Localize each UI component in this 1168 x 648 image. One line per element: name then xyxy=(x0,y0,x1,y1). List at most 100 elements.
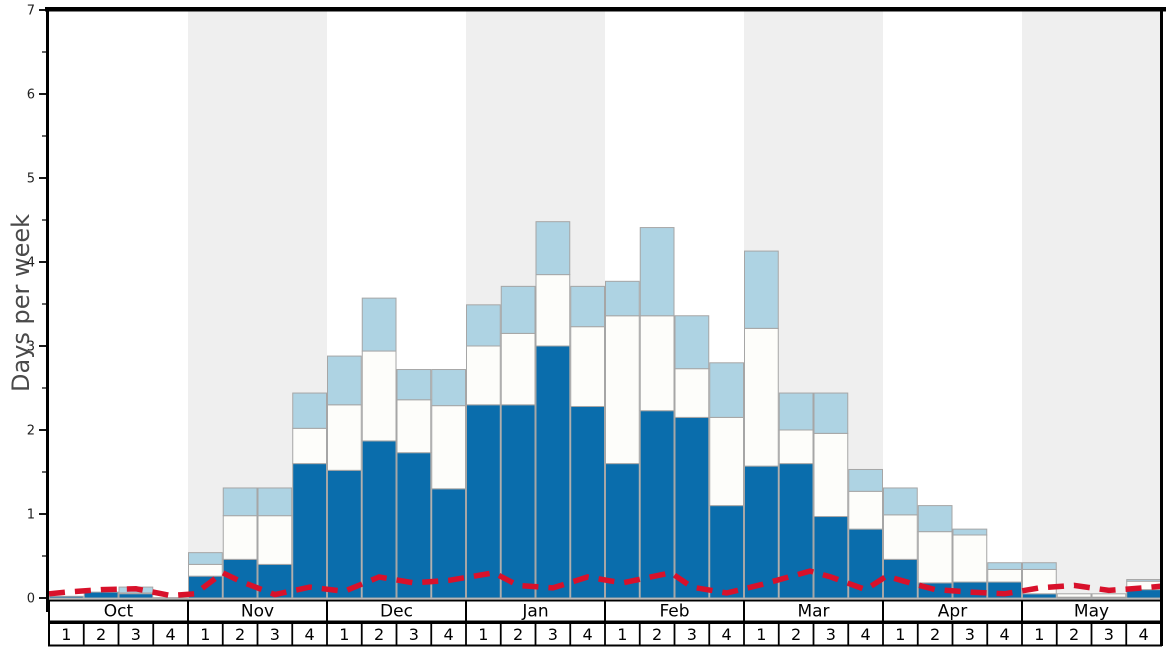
bar-apr-w3-white xyxy=(952,534,988,583)
y-tick-label: 2 xyxy=(27,424,35,439)
month-label-oct: Oct xyxy=(104,602,134,622)
y-tick-label: 6 xyxy=(27,88,35,103)
bar-nov-w4-white xyxy=(292,427,327,465)
week-number-label: 1 xyxy=(1034,625,1044,644)
week-number-label: 3 xyxy=(826,625,836,644)
bar-feb-w2-white xyxy=(639,315,675,412)
week-number-label: 1 xyxy=(617,625,627,644)
red-dashed-line xyxy=(48,568,1162,599)
bar-mar-w3-light-blue xyxy=(813,392,849,434)
bar-dec-w3-light-blue xyxy=(396,369,432,401)
week-number-label: 4 xyxy=(305,625,315,644)
bar-jan-w3-white xyxy=(535,274,571,347)
y-tick-label: 3 xyxy=(27,340,35,355)
y-tick-label: 1 xyxy=(27,508,35,523)
bar-apr-w2-white xyxy=(917,531,953,584)
bar-dec-w2-light-blue xyxy=(361,297,397,352)
week-number-label: 1 xyxy=(756,625,766,644)
week-number-label: 3 xyxy=(548,625,558,644)
bar-may-w4-light-blue xyxy=(1126,579,1161,582)
bar-dec-w1-dark-blue xyxy=(327,469,362,599)
week-number-label: 3 xyxy=(409,625,419,644)
bar-nov-w3-light-blue xyxy=(257,487,293,517)
bar-may-w1-light-blue xyxy=(1022,562,1057,570)
week-number-label: 1 xyxy=(61,625,71,644)
week-number-label: 3 xyxy=(965,625,975,644)
bar-mar-w1-dark-blue xyxy=(744,465,779,599)
bar-apr-w2-light-blue xyxy=(917,505,953,533)
week-number-label: 1 xyxy=(200,625,210,644)
month-label-jan: Jan xyxy=(521,602,548,622)
week-number-label: 4 xyxy=(722,625,732,644)
bar-mar-w1-light-blue xyxy=(744,250,779,329)
bar-dec-w4-white xyxy=(431,405,466,490)
week-number-label: 1 xyxy=(895,625,905,644)
bar-may-w2-white xyxy=(1056,593,1092,598)
bar-dec-w3-white xyxy=(396,399,432,454)
week-number-label: 4 xyxy=(583,625,593,644)
week-number-label: 4 xyxy=(1139,625,1149,644)
week-number-label: 2 xyxy=(374,625,384,644)
bar-jan-w4-dark-blue xyxy=(570,405,605,599)
bar-jan-w3-dark-blue xyxy=(535,345,571,599)
week-number-label: 2 xyxy=(652,625,662,644)
top-spine xyxy=(45,7,1166,12)
bar-jan-w1-dark-blue xyxy=(466,404,501,599)
bar-feb-w2-dark-blue xyxy=(639,410,675,599)
bar-jan-w2-white xyxy=(500,332,536,406)
week-number-label: 2 xyxy=(1069,625,1079,644)
bar-jan-w4-light-blue xyxy=(570,285,605,328)
bar-may-w1-dark-blue xyxy=(1022,593,1057,599)
bar-feb-w3-dark-blue xyxy=(674,416,710,599)
bar-nov-w4-dark-blue xyxy=(292,463,327,599)
y-tick-label: 7 xyxy=(27,4,35,19)
week-number-label: 2 xyxy=(235,625,245,644)
bar-nov-w4-light-blue xyxy=(292,392,327,429)
month-label-may: May xyxy=(1074,602,1109,622)
bar-dec-w4-light-blue xyxy=(431,369,466,407)
week-number-label: 3 xyxy=(687,625,697,644)
bar-jan-w1-white xyxy=(466,345,501,406)
right-spine xyxy=(1160,7,1163,646)
bar-jan-w3-light-blue xyxy=(535,221,571,276)
bar-apr-w1-light-blue xyxy=(883,487,918,516)
bar-mar-w3-dark-blue xyxy=(813,516,849,599)
week-number-label: 2 xyxy=(791,625,801,644)
month-label-dec: Dec xyxy=(380,602,413,622)
bar-dec-w1-light-blue xyxy=(327,355,362,406)
month-label-feb: Feb xyxy=(659,602,689,622)
week-number-label: 4 xyxy=(861,625,871,644)
week-number-label: 3 xyxy=(1104,625,1114,644)
bar-feb-w2-light-blue xyxy=(639,227,675,317)
bar-feb-w4-light-blue xyxy=(709,362,744,418)
week-number-label: 1 xyxy=(339,625,349,644)
bar-mar-w4-white xyxy=(848,490,883,530)
bar-jan-w1-light-blue xyxy=(466,304,501,347)
month-band-may xyxy=(1022,10,1161,598)
bar-feb-w3-white xyxy=(674,368,710,418)
bar-apr-w3-light-blue xyxy=(952,528,988,536)
bar-feb-w1-dark-blue xyxy=(605,463,640,599)
bar-dec-w3-dark-blue xyxy=(396,452,432,599)
bar-oct-w1-dark-blue xyxy=(49,595,84,599)
week-number-label: 2 xyxy=(930,625,940,644)
bar-dec-w2-white xyxy=(361,350,397,442)
week-number-label: 3 xyxy=(131,625,141,644)
bar-apr-w1-white xyxy=(883,514,918,560)
bar-apr-w4-light-blue xyxy=(987,562,1022,570)
week-number-label: 2 xyxy=(96,625,106,644)
bar-nov-w1-light-blue xyxy=(188,552,223,565)
bar-nov-w2-dark-blue xyxy=(222,558,258,599)
week-number-label: 4 xyxy=(444,625,454,644)
bar-feb-w3-light-blue xyxy=(674,315,710,370)
bar-may-w3-white xyxy=(1091,593,1127,598)
week-number-label: 1 xyxy=(478,625,488,644)
week-number-label: 3 xyxy=(270,625,280,644)
bar-mar-w3-white xyxy=(813,432,849,518)
week-number-label: 4 xyxy=(166,625,176,644)
month-label-nov: Nov xyxy=(241,602,274,622)
bar-mar-w2-light-blue xyxy=(778,392,814,431)
y-tick-label: 0 xyxy=(27,592,35,607)
bar-mar-w4-light-blue xyxy=(848,468,883,492)
